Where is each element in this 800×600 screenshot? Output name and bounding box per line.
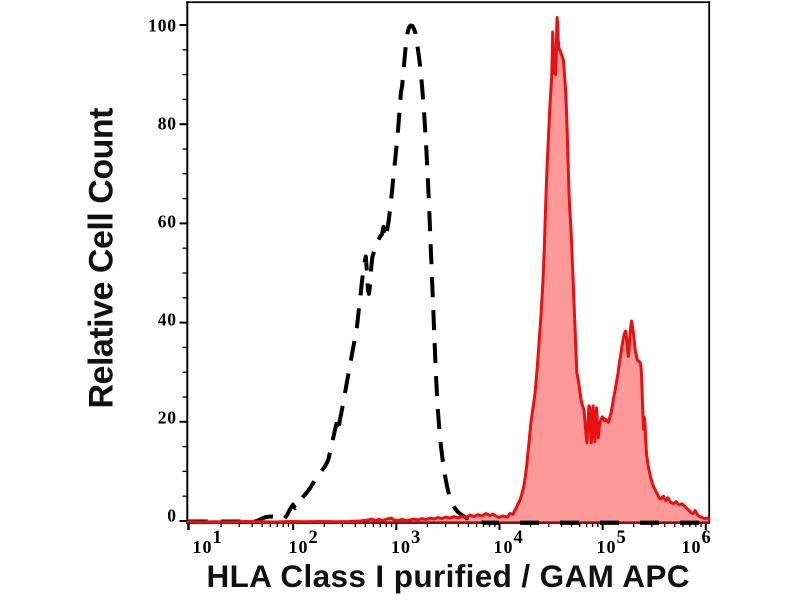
svg-text:60: 60: [158, 212, 177, 232]
svg-text:80: 80: [158, 114, 177, 134]
svg-text:Relative Cell Count: Relative Cell Count: [83, 108, 121, 409]
svg-text:HLA Class I purified / GAM APC: HLA Class I purified / GAM APC: [207, 558, 690, 594]
svg-text:100: 100: [148, 16, 177, 36]
svg-text:0: 0: [167, 506, 177, 526]
svg-text:40: 40: [158, 310, 177, 330]
svg-text:20: 20: [158, 408, 177, 428]
